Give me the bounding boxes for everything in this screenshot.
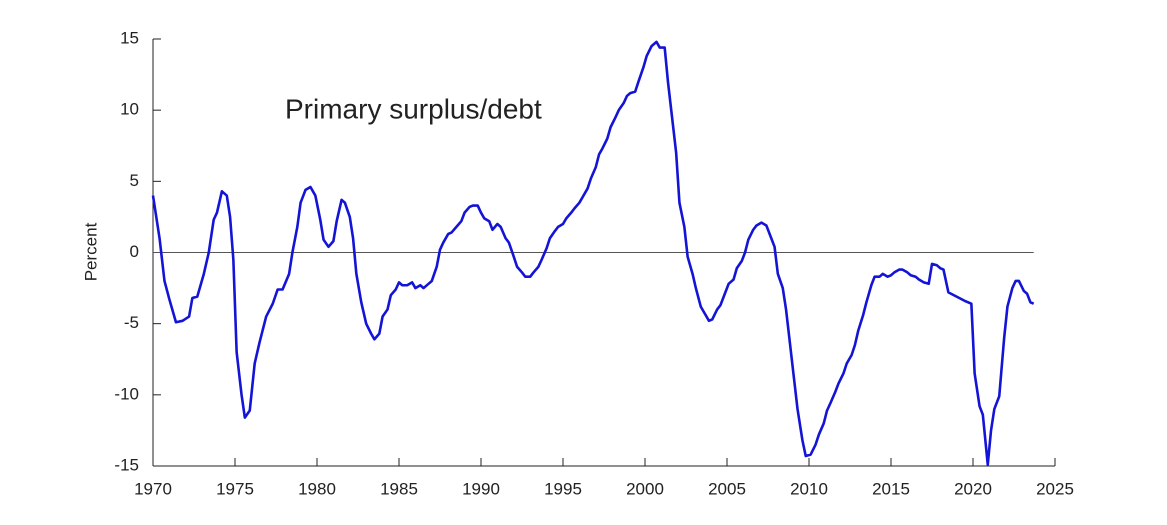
x-tick-label: 1990 bbox=[462, 479, 500, 498]
x-tick-label: 2015 bbox=[872, 479, 910, 498]
x-tick-label: 2010 bbox=[790, 479, 828, 498]
x-tick-label: 2005 bbox=[708, 479, 746, 498]
x-tick-label: 2000 bbox=[626, 479, 664, 498]
y-tick-label: 5 bbox=[130, 171, 139, 190]
x-tick-label: 1985 bbox=[380, 479, 418, 498]
y-tick-label: 10 bbox=[120, 100, 139, 119]
y-tick-label: -15 bbox=[114, 455, 139, 474]
x-tick-label: 2025 bbox=[1036, 479, 1074, 498]
y-tick-label: 0 bbox=[130, 242, 139, 261]
x-tick-label: 1975 bbox=[216, 479, 254, 498]
x-tick-label: 1995 bbox=[544, 479, 582, 498]
x-tick-label: 1970 bbox=[134, 479, 172, 498]
y-tick-label: -10 bbox=[114, 384, 139, 403]
y-axis-label: Percent bbox=[81, 222, 100, 281]
x-tick-label: 2020 bbox=[954, 479, 992, 498]
data-line bbox=[151, 40, 1035, 466]
y-tick-label: -5 bbox=[124, 313, 139, 332]
y-tick-label: 15 bbox=[120, 28, 139, 47]
annotation: Primary surplus/debt bbox=[285, 93, 542, 124]
x-tick-label: 1980 bbox=[298, 479, 336, 498]
